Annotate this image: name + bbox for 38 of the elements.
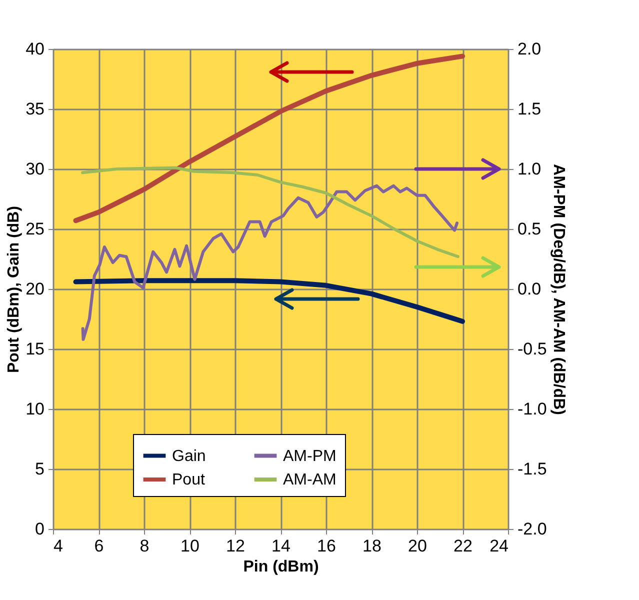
x-tick-label: 6 [94,536,104,556]
y-tick-label: 10 [26,400,44,418]
legend-label: AM-AM [283,472,336,488]
legend-label: Gain [172,448,206,465]
y2-tick-label: -1.5 [518,460,547,478]
y2-axis-title: AM-PM (Deg/dB), AM-AM (dB/dB) [550,164,567,415]
y2-tick-label: -1.0 [518,400,547,418]
y2-tick-label: -2.0 [518,520,547,538]
x-tick-label: 14 [272,536,290,556]
y-tick-label: 35 [26,100,44,118]
y2-tick-label: 0.0 [518,280,542,298]
x-tick-label: 10 [180,536,200,556]
line-series [81,166,460,258]
x-tick-label: 8 [140,536,150,556]
x-tick-label: 12 [226,536,245,556]
legend-label: Pout [172,472,206,488]
y2-tick-label: 2.0 [518,40,542,58]
x-tick-label: 16 [317,536,336,556]
y2-tick-label: 1.5 [518,100,542,118]
x-axis-title: Pin (dBm) [243,558,319,576]
y-tick-label: 15 [26,340,44,358]
y2-tick-label: 1.0 [518,160,542,178]
x-tick-label: 24 [490,536,508,556]
y-tick-label: 5 [35,460,44,478]
x-tick-label: 20 [408,536,427,556]
x-tick-label: 22 [454,536,472,556]
y-tick-label: 25 [26,220,44,238]
y2-tick-label: 0.5 [518,220,542,238]
x-tick-label: 4 [54,536,63,556]
y-tick-label: 30 [26,160,44,178]
y-tick-label: 0 [35,520,44,538]
y-axis-title: Pout (dBm), Gain (dB) [6,206,23,374]
x-tick-label: 18 [362,536,382,556]
y-tick-label: 20 [26,280,44,298]
legend-label: AM-PM [283,448,336,465]
y-tick-label: 40 [26,40,44,58]
line-series [81,184,459,341]
y2-tick-label: -0.5 [518,340,547,358]
